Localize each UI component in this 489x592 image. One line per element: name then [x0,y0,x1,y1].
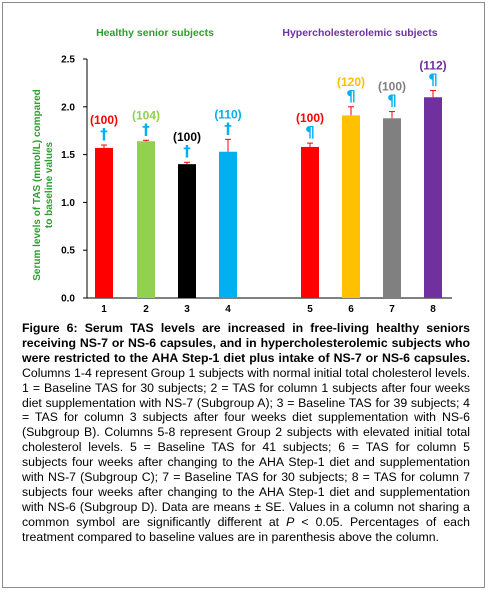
percent-label: (100) [378,80,406,94]
caption-text-1: Columns 1-4 represent Group 1 subjects w… [22,365,470,529]
bar-2 [137,141,155,298]
y-tick-label: 2.5 [61,55,75,66]
y-tick-label: 1.5 [61,150,75,161]
x-tick-label: 8 [430,304,436,315]
bar-3 [178,164,196,298]
percent-label: (110) [214,107,241,121]
significance-symbol: ¶ [305,123,315,141]
bar-6 [342,115,360,299]
significance-symbol: † [224,119,232,137]
y-tick-label: 1.0 [61,198,75,209]
bar-1 [95,147,113,298]
significance-symbol: ¶ [428,71,438,89]
figure-caption: Figure 6: Serum TAS levels are increased… [22,321,470,545]
y-tick-label: 0.0 [61,294,75,305]
x-tick-label: 3 [184,304,190,315]
significance-symbol: ¶ [387,92,397,110]
percent-label: (104) [132,108,160,122]
bar-5 [301,146,319,298]
significance-symbol: † [142,120,150,138]
chart-labels: Healthy senior subjects Hypercholesterole… [90,27,447,315]
x-tick-label: 5 [307,304,313,315]
y-tick-label: 2.0 [61,102,75,113]
y-tick-label: 0.5 [61,246,75,257]
figure-frame [2,2,485,588]
bar-7 [383,118,401,298]
caption-text-2: < 0.05. Percentages of each treatment co… [22,514,471,544]
significance-symbol: ¶ [346,87,356,105]
y-axis-title: Serum levels of TAS (mmol/L) compared to … [32,89,55,281]
group-label: Healthy senior subjects [96,27,214,39]
x-tick-label: 1 [101,304,107,315]
group-label: Hypercholesterolemic subjects [282,27,437,39]
bar-8 [424,97,442,299]
y-axis-title-line-1: Serum levels of TAS (mmol/L) compared [32,89,43,281]
x-tick-label: 7 [389,304,395,315]
caption-title: Figure 6: Serum TAS levels are increased… [22,321,470,365]
bar-chart: 0.0 0.5 1.0 1.5 2.0 2.5 Serum levels of TAS (m… [32,27,452,315]
percent-label: (100) [173,130,201,144]
bar-4 [219,151,237,298]
percent-label: (120) [337,75,365,89]
percent-label: (112) [419,59,446,73]
x-tick-label: 6 [348,304,354,315]
caption-p-symbol: P [286,514,295,529]
x-tick-label: 2 [143,304,149,315]
significance-symbol: † [183,142,191,160]
y-axis-title-line-2: to baseline values [44,141,55,228]
percent-label: (100) [296,111,324,125]
x-tick-label: 4 [225,304,231,315]
percent-label: (100) [90,113,118,127]
significance-symbol: † [100,125,108,143]
chart-bars [95,90,442,299]
